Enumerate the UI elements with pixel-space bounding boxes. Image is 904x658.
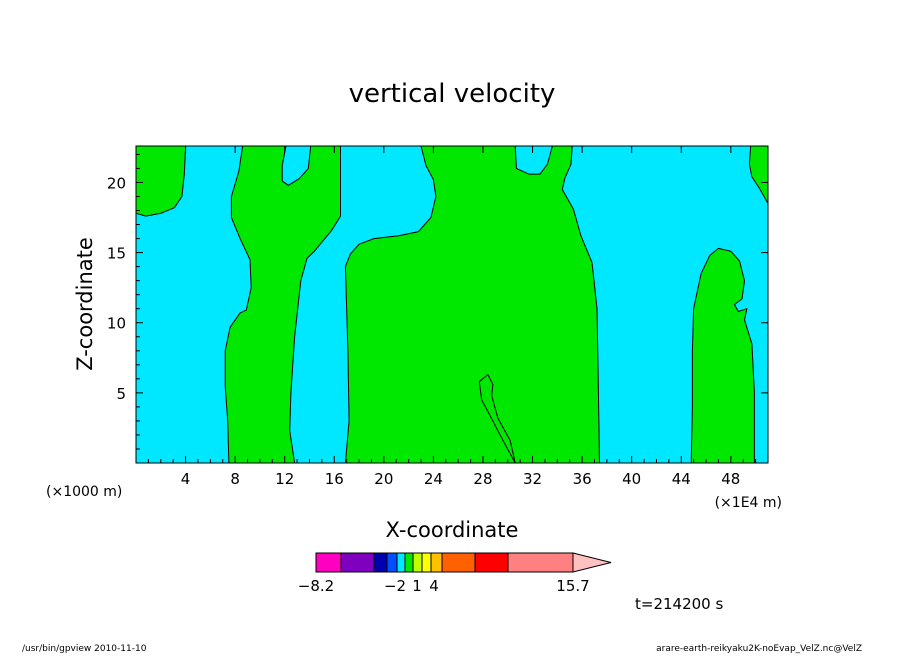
x-axis-unit: (×1E4 m) (715, 495, 782, 511)
colorbar-arrow (572, 552, 612, 573)
colorbar-label: 1 (412, 577, 422, 595)
x-tick-label: 20 (374, 470, 393, 488)
colorbar: −8.2 −2 1 4 15.7 (298, 552, 612, 595)
time-label: t=214200 s (635, 595, 723, 613)
y-axis: 5 10 15 20 (107, 153, 768, 450)
colorbar-label: 4 (429, 577, 439, 595)
x-tick-label: 44 (672, 470, 691, 488)
colorbar-swatch (474, 552, 509, 573)
plot-area (135, 145, 769, 464)
x-tick-label: 24 (424, 470, 443, 488)
colorbar-label: −8.2 (298, 577, 334, 595)
colorbar-label: −2 (384, 577, 406, 595)
colorbar-swatch (315, 552, 342, 573)
colorbar-swatch (404, 552, 414, 573)
contour-region-positive (135, 145, 187, 217)
y-tick-label: 20 (107, 174, 126, 192)
contour-region-positive (344, 145, 600, 464)
x-tick-label: 16 (325, 470, 344, 488)
x-tick-label: 48 (721, 470, 740, 488)
x-tick-label: 28 (473, 470, 492, 488)
y-axis-label: Z-coordinate (73, 237, 97, 371)
colorbar-swatch (441, 552, 476, 573)
x-tick-label: 12 (275, 470, 294, 488)
colorbar-label: 15.7 (556, 577, 589, 595)
footer-right: arare-earth-reikyaku2K-noEvap_VelZ.nc@Ve… (656, 644, 862, 654)
x-tick-label: 40 (622, 470, 641, 488)
x-tick-label: 8 (230, 470, 240, 488)
contour-region-positive (690, 247, 755, 464)
x-tick-label: 36 (573, 470, 592, 488)
x-axis: 4 8 12 16 20 24 28 32 36 40 44 48 (147, 146, 757, 488)
y-axis-unit: (×1000 m) (46, 484, 122, 500)
footer-left: /usr/bin/gpview 2010-11-10 (22, 644, 147, 654)
y-tick-label: 15 (107, 245, 126, 263)
colorbar-swatch (412, 552, 423, 573)
chart-title: vertical velocity (349, 79, 556, 109)
colorbar-swatch (430, 552, 443, 573)
x-axis-label: X-coordinate (386, 518, 519, 542)
colorbar-swatch (396, 552, 406, 573)
colorbar-swatch (421, 552, 432, 573)
colorbar-swatch (373, 552, 388, 573)
contour-region-positive (224, 145, 341, 464)
x-tick-label: 4 (181, 470, 191, 488)
colorbar-swatch (507, 552, 574, 573)
plot-frame (135, 145, 769, 464)
colorbar-swatch (340, 552, 375, 573)
colorbar-swatch (386, 552, 398, 573)
y-tick-label: 5 (116, 385, 126, 403)
x-tick-label: 32 (523, 470, 542, 488)
y-tick-label: 10 (107, 315, 126, 333)
